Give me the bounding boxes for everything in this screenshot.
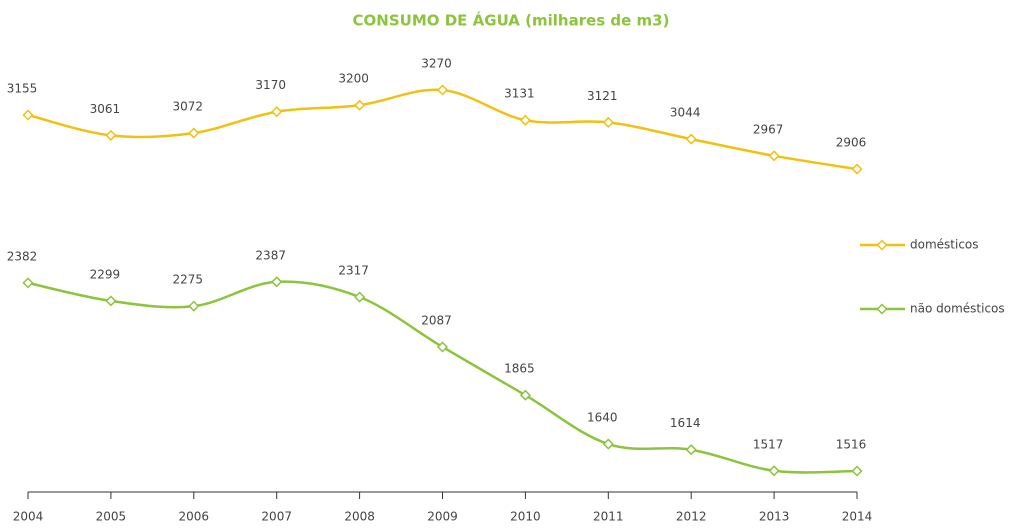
data-label: 1640 — [587, 411, 618, 425]
data-label: 3121 — [587, 89, 618, 103]
data-point — [768, 465, 780, 477]
data-point — [22, 277, 34, 289]
data-point — [271, 106, 283, 118]
data-point — [105, 295, 117, 307]
data-point — [354, 99, 366, 111]
data-point — [768, 150, 780, 162]
chart-title: CONSUMO DE ÁGUA (milhares de m3) — [353, 11, 670, 30]
x-tick-label: 2004 — [13, 510, 44, 524]
data-label: 3155 — [7, 81, 38, 95]
data-label: 3170 — [255, 78, 286, 92]
series-line — [27, 88, 858, 171]
data-label: 3044 — [670, 106, 701, 120]
x-tick-label: 2010 — [510, 510, 541, 524]
data-point — [519, 114, 531, 126]
data-label: 1517 — [753, 437, 784, 451]
data-point — [519, 389, 531, 401]
legend-marker — [876, 239, 888, 251]
data-point — [188, 127, 200, 139]
data-label: 3072 — [173, 100, 204, 114]
data-label: 2299 — [90, 267, 121, 281]
legend-label: domésticos — [910, 238, 979, 252]
data-label: 3270 — [421, 57, 452, 71]
x-tick-label: 2005 — [96, 510, 127, 524]
x-tick-label: 2014 — [842, 510, 873, 524]
data-point — [436, 341, 449, 353]
x-tick-label: 2007 — [261, 510, 292, 524]
data-point — [685, 444, 697, 456]
legend-marker — [876, 303, 888, 315]
data-label: 2906 — [836, 136, 867, 150]
data-label: 2387 — [255, 248, 286, 262]
data-label: 1614 — [670, 416, 701, 430]
x-tick-label: 2013 — [759, 510, 790, 524]
data-point — [685, 133, 697, 145]
data-point — [851, 163, 863, 175]
series-line — [27, 280, 858, 474]
x-tick-label: 2012 — [676, 510, 707, 524]
data-point — [602, 438, 614, 450]
x-tick-label: 2009 — [427, 510, 458, 524]
data-label: 1865 — [504, 362, 535, 376]
data-label: 2317 — [338, 264, 369, 278]
data-point — [271, 276, 283, 288]
data-label: 2382 — [7, 249, 38, 263]
data-point — [354, 291, 366, 303]
data-label: 1516 — [836, 438, 867, 452]
data-label: 2967 — [753, 122, 784, 136]
legend-label: não domésticos — [910, 302, 1005, 316]
data-label: 3131 — [504, 87, 535, 101]
data-point — [436, 84, 449, 96]
x-tick-label: 2006 — [179, 510, 210, 524]
data-point — [602, 116, 614, 128]
data-label: 2275 — [173, 273, 204, 287]
x-tick-label: 2008 — [344, 510, 375, 524]
data-point — [188, 300, 200, 312]
x-tick-label: 2011 — [593, 510, 624, 524]
data-label: 3061 — [90, 102, 121, 116]
data-point — [851, 465, 863, 477]
data-point — [105, 129, 117, 141]
data-point — [22, 109, 34, 121]
data-label: 3200 — [338, 72, 369, 86]
data-label: 2087 — [421, 313, 452, 327]
